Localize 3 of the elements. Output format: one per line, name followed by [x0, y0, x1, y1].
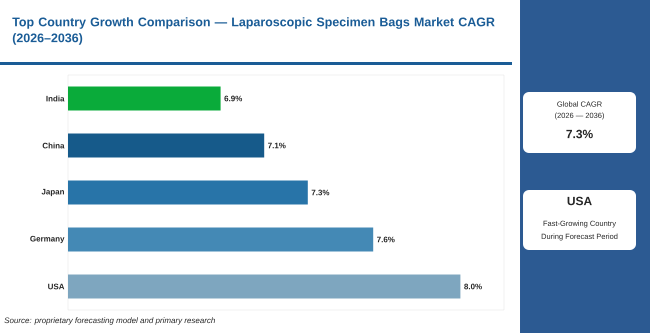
chart-title: Top Country Growth Comparison — Laparoscopic Specimen Bags Market CAGR (2026–2036) — [12, 17, 495, 45]
text: 7.3% — [566, 130, 593, 138]
text: USA — [568, 196, 592, 206]
